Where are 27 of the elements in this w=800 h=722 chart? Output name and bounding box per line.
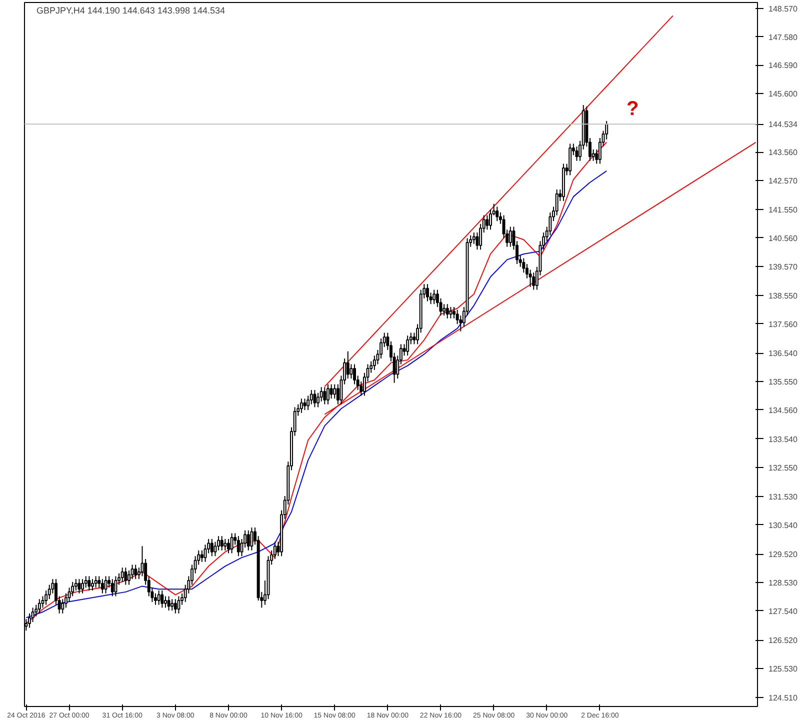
y-tick-label: 135.550: [768, 377, 798, 386]
y-tick-label: 136.540: [768, 349, 798, 358]
y-tick-label: 142.570: [768, 176, 798, 186]
y-tick-label: 137.560: [768, 320, 798, 329]
y-tick-label: 133.540: [768, 434, 798, 444]
y-tick-label: 147.580: [768, 32, 798, 42]
y-tick-label: 127.540: [768, 606, 798, 616]
y-tick-label: 143.560: [768, 148, 798, 158]
chart-title: GBPJPY,H4 144.190 144.643 143.998 144.534: [36, 6, 225, 16]
y-tick-label: 138.550: [768, 292, 798, 300]
ref-line-label: 144.534: [768, 120, 798, 130]
y-tick-label: 129.520: [768, 550, 798, 560]
y-tick-label: 132.550: [768, 463, 798, 472]
y-tick-label: 128.530: [768, 578, 798, 588]
y-tick-label: 124.510: [768, 694, 798, 703]
y-tick-label: 141.550: [768, 206, 798, 215]
annotation: ?: [626, 98, 639, 120]
y-tick-label: 140.560: [768, 234, 798, 243]
y-tick-label: 134.560: [768, 406, 798, 415]
y-tick-label: 145.600: [768, 90, 798, 99]
y-tick-label: 125.530: [768, 664, 798, 674]
y-tick-label: 148.570: [768, 4, 798, 14]
y-tick-label: 146.590: [768, 61, 798, 70]
y-tick-label: 126.520: [768, 636, 798, 646]
y-tick-label: 131.530: [768, 492, 798, 502]
y-tick-label: 139.570: [768, 262, 798, 272]
y-tick-label: 130.540: [768, 520, 798, 530]
